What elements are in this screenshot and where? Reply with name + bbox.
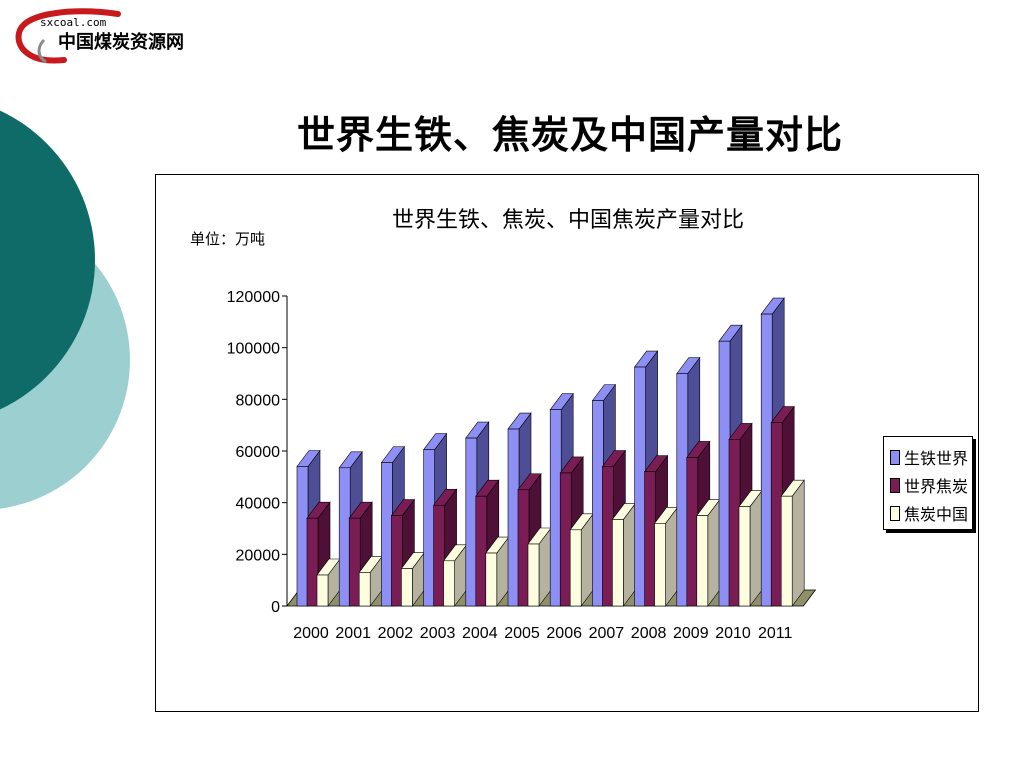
x-tick-label: 2009	[673, 625, 709, 642]
bar-front	[569, 529, 582, 607]
chart-frame: 世界生铁、焦炭、中国焦炭产量对比单位：万吨 0 20000 40000 60000 800…	[155, 174, 979, 712]
bar-front	[348, 517, 361, 607]
bar-front	[592, 400, 604, 607]
x-tick-label: 2006	[546, 625, 582, 642]
decorative-circles	[0, 110, 130, 509]
x-tick-label: 2001	[335, 625, 371, 642]
y-tick-label: 20000	[236, 547, 281, 564]
x-tick-label: 2002	[378, 625, 414, 642]
y-tick-label: 80000	[236, 392, 281, 409]
bar-front	[780, 495, 793, 607]
bar-3	[527, 527, 552, 607]
bar-front	[391, 515, 403, 607]
bar-front	[338, 467, 351, 607]
slide-title: 世界生铁、焦炭及中国产量对比	[296, 112, 843, 157]
bar-front	[507, 428, 520, 607]
bar-front	[527, 543, 540, 607]
bar-3	[780, 479, 805, 607]
y-tick-label: 0	[271, 599, 280, 616]
bar-front	[654, 523, 666, 607]
x-tick-label: 2007	[589, 625, 625, 642]
x-tick-label: 2010	[715, 625, 751, 642]
bar-front	[644, 471, 656, 607]
bar-3	[443, 543, 468, 607]
bar-front	[485, 552, 498, 607]
bar-front	[433, 504, 445, 607]
y-tick-label: 40000	[236, 496, 281, 513]
bar-front	[686, 457, 699, 607]
bar-front	[358, 572, 371, 607]
unit-label: 单位：万吨	[190, 230, 265, 248]
legend-swatch-1	[890, 449, 900, 465]
logo-name: 中国煤炭资源网	[58, 31, 184, 53]
legend-item-series-1: 生铁世界	[890, 443, 972, 471]
bar-side	[791, 479, 805, 607]
bar-front	[634, 366, 646, 607]
bar-3	[696, 498, 721, 607]
bar-front	[423, 449, 435, 607]
bar-front	[770, 422, 783, 607]
legend-label-2: 世界焦炭	[904, 477, 969, 496]
bar-3	[738, 489, 763, 607]
x-tick-label: 2011	[758, 625, 793, 642]
bar-front	[306, 517, 319, 607]
bar-front	[475, 495, 488, 607]
bar-front	[602, 466, 614, 607]
x-tick-label: 2005	[504, 625, 540, 642]
bar-front	[760, 313, 773, 607]
bar-side	[665, 506, 678, 607]
bar-front	[612, 519, 624, 607]
y-tick-label: 100000	[227, 341, 280, 358]
bar-front	[549, 409, 562, 607]
bar-3	[569, 512, 594, 607]
legend-swatch-3	[890, 505, 900, 521]
chart-legend: 生铁世界 世界焦炭 焦炭中国	[883, 436, 973, 530]
bar-front	[401, 568, 413, 607]
legend-label-3: 焦炭中国	[904, 505, 969, 524]
legend-item-series-3: 焦炭中国	[890, 499, 972, 527]
x-tick-label: 2008	[631, 625, 667, 642]
legend-label-1: 生铁世界	[904, 449, 969, 468]
bar-front	[316, 574, 329, 607]
bar-front	[296, 466, 309, 607]
bar-front	[517, 489, 530, 607]
legend-swatch-2	[890, 477, 900, 493]
x-tick-label: 2003	[420, 625, 456, 642]
bar-side	[623, 502, 636, 607]
bar-front	[676, 373, 689, 607]
bar-front	[465, 437, 478, 607]
bar-front	[443, 560, 455, 607]
logo-domain: sxcoal.com	[40, 16, 107, 29]
bar-front	[696, 515, 709, 607]
chart-title: 世界生铁、焦炭、中国焦炭产量对比	[392, 208, 744, 233]
bar-front	[718, 340, 731, 607]
x-tick-label: 2004	[462, 625, 498, 642]
bar-3	[611, 502, 636, 607]
y-tick-label: 120000	[227, 289, 280, 306]
bar-front	[738, 506, 751, 607]
bar-3	[654, 506, 679, 607]
bar-front	[381, 462, 393, 607]
bar-3	[358, 555, 383, 607]
bar-side	[749, 489, 763, 607]
bar-side	[707, 498, 721, 607]
sxcoal-logo: sxcoal.com 中国煤炭资源网	[15, 8, 184, 64]
x-tick-label: 2000	[293, 625, 329, 642]
bar-front	[559, 472, 572, 607]
legend-item-series-2: 世界焦炭	[890, 471, 972, 499]
y-tick-label: 60000	[236, 444, 281, 461]
bar-front	[728, 439, 741, 607]
